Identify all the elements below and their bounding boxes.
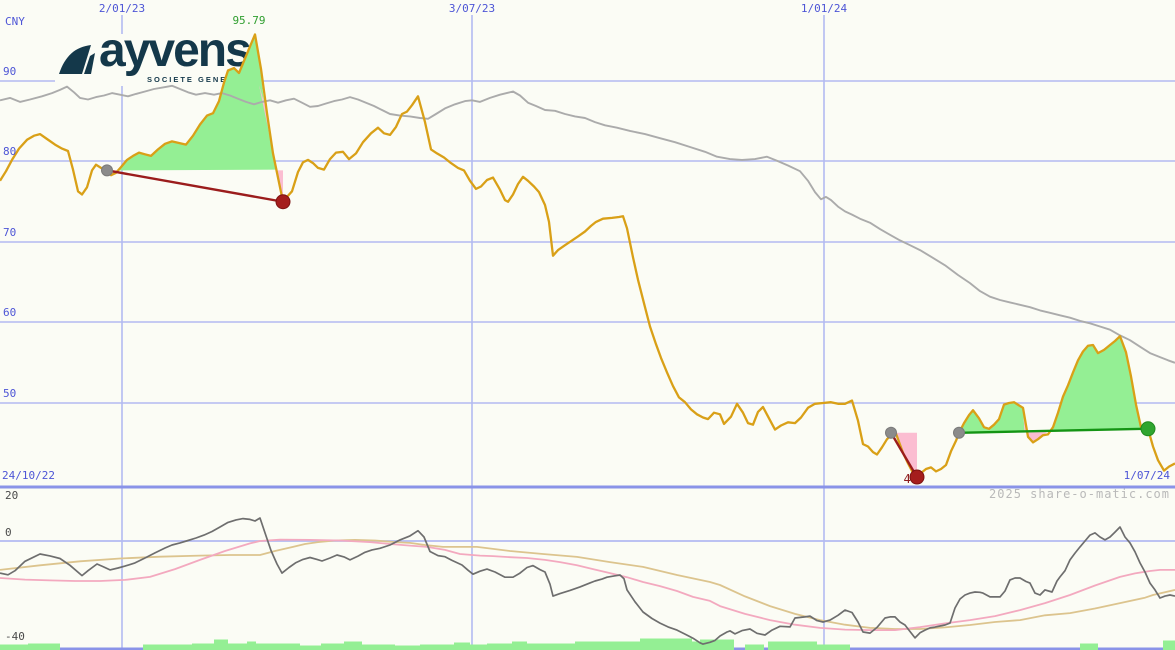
trade-exit-dot-loss	[275, 194, 291, 210]
trade-fill-gain	[959, 402, 1025, 433]
volume-bar	[1080, 643, 1098, 650]
trade-fill-gain	[1051, 336, 1148, 432]
volume-bar	[28, 643, 60, 650]
volume-bar	[143, 644, 192, 650]
trade-fill-gain	[118, 34, 277, 171]
trade-exit-dot-gain	[1140, 421, 1156, 437]
logo-subtitle-text: SOCIETE GENERAL	[147, 75, 249, 84]
trade-entry-dot	[101, 164, 113, 177]
watermark: 2025 share-o-matic.com	[989, 487, 1170, 501]
volume-bar	[692, 641, 700, 650]
y-tick-90: 90	[3, 65, 17, 78]
osc-tick-0: 0	[5, 526, 12, 539]
currency-label: CNY	[5, 15, 25, 28]
volume-bar	[321, 643, 344, 650]
volume-bar	[640, 638, 692, 650]
trade-entry-dot	[885, 426, 897, 439]
volume-bar	[0, 644, 28, 650]
volume-bar	[228, 643, 247, 650]
volume-bar	[300, 645, 321, 650]
trade-line-gain	[958, 427, 1149, 434]
volume-bar	[512, 641, 527, 650]
trade-exit-dot-loss	[909, 469, 925, 485]
trade-line-loss	[889, 432, 919, 478]
volume-bar	[256, 643, 300, 650]
volume-bar	[192, 643, 214, 650]
y-tick-70: 70	[3, 226, 17, 239]
benchmark-line	[0, 84, 1175, 364]
x-gridline-label-2: 3/07/23	[448, 2, 496, 15]
volume-bar	[344, 641, 362, 650]
price-line	[0, 33, 1175, 479]
oscillator-fast-line	[0, 517, 1175, 645]
logo-brand-text: ayvens	[99, 24, 252, 77]
y-tick-80: 80	[3, 145, 17, 158]
volume-bar	[768, 641, 817, 650]
volume-bar	[247, 641, 256, 650]
y-tick-60: 60	[3, 306, 17, 319]
volume-bar	[420, 644, 454, 650]
osc-tick-20: 20	[5, 489, 19, 502]
oscillator-tan-line	[0, 539, 1175, 630]
volume-bar	[527, 643, 575, 650]
trade-fill-loss	[1023, 407, 1047, 443]
volume-bar	[700, 639, 734, 650]
volume-bar	[1163, 640, 1175, 650]
end-date-label: 1/07/24	[1123, 469, 1170, 482]
trade-entry-dot	[953, 426, 965, 439]
volume-bar	[487, 643, 512, 650]
volume-bar	[454, 642, 470, 650]
volume-bar	[395, 645, 420, 650]
trade-line-loss	[106, 169, 284, 203]
start-date-label: 24/10/22	[2, 469, 55, 482]
volume-bar	[745, 644, 764, 650]
volume-bar	[817, 644, 850, 650]
oscillator-pink-line	[0, 538, 1175, 631]
volume-bar	[214, 639, 228, 650]
y-tick-50: 50	[3, 387, 17, 400]
volume-bar	[470, 644, 487, 650]
volume-bar	[362, 644, 395, 650]
x-gridline-label-1: 2/01/23	[98, 2, 146, 15]
ayvens-logo: ayvens SOCIETE GENERAL	[55, 24, 255, 86]
x-gridline-label-3: 1/01/24	[800, 2, 848, 15]
osc-tick-minus40: -40	[5, 630, 25, 643]
ayvens-logo-icon	[59, 45, 95, 74]
volume-bar	[575, 641, 640, 650]
peak-price-annotation: 95.79	[232, 14, 266, 27]
